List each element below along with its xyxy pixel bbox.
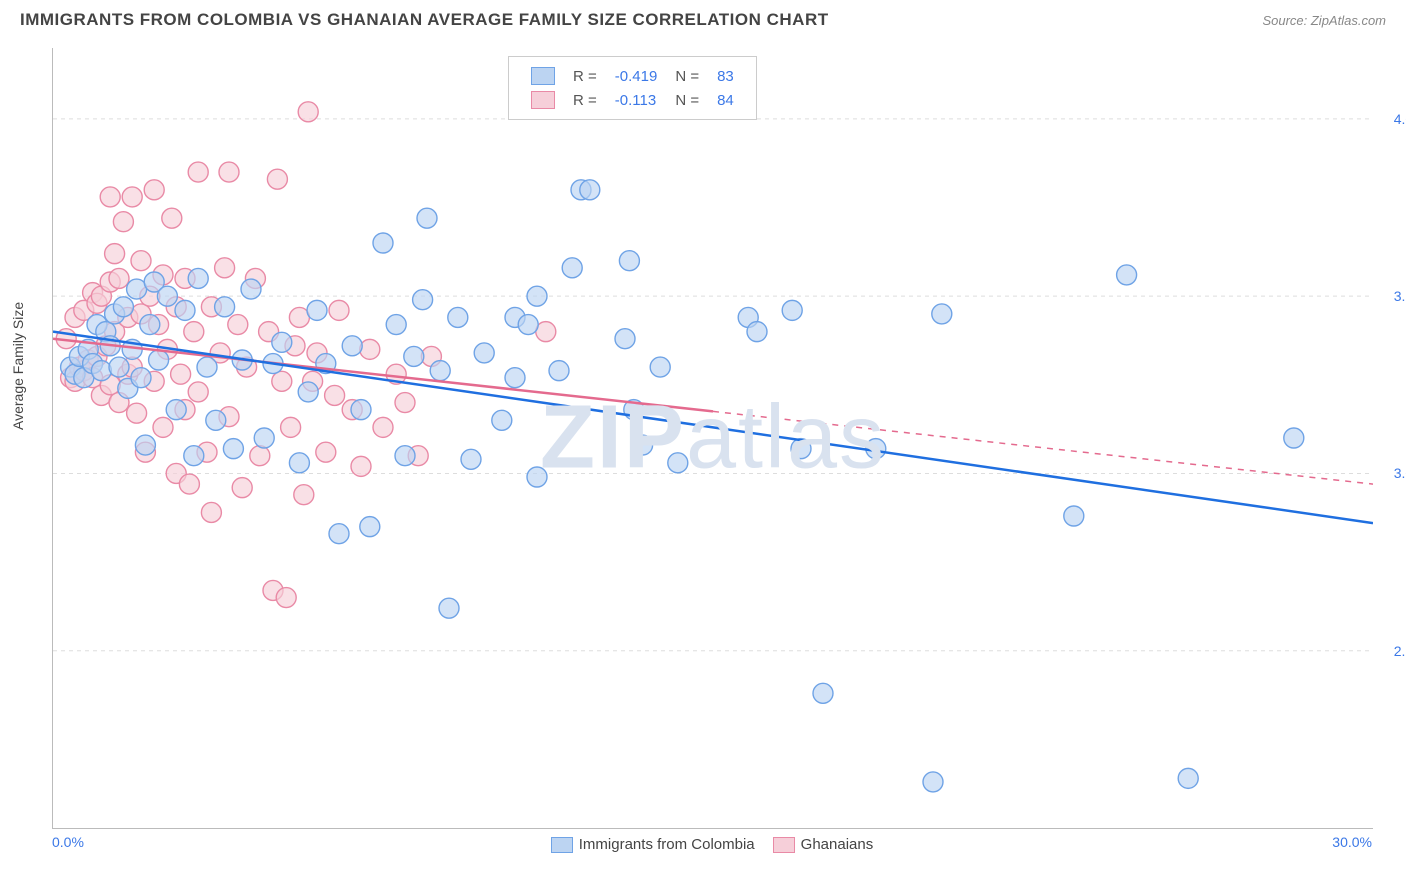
series-legend: Immigrants from Colombia Ghanaians (0, 836, 1406, 853)
y-tick-label: 4.00 (1394, 111, 1406, 127)
legend-r-label: R = (565, 89, 605, 111)
legend-r-label: R = (565, 65, 605, 87)
correlation-legend: R =-0.419N =83R = -0.113N =84 (508, 56, 757, 120)
plot-area: ZIPatlas R =-0.419N =83R = -0.113N =84 2… (52, 48, 1373, 829)
legend-n-value: 83 (709, 65, 742, 87)
chart-container: IMMIGRANTS FROM COLOMBIA VS GHANAIAN AVE… (0, 0, 1406, 892)
y-tick-label: 3.00 (1394, 465, 1406, 481)
legend-n-value: 84 (709, 89, 742, 111)
y-axis-label: Average Family Size (10, 302, 26, 430)
chart-title: IMMIGRANTS FROM COLOMBIA VS GHANAIAN AVE… (20, 10, 829, 30)
series-label: Ghanaians (801, 836, 874, 853)
y-tick-label: 2.50 (1394, 643, 1406, 659)
series-swatch (551, 837, 573, 853)
legend-swatch (531, 67, 555, 85)
legend-r-value: -0.419 (607, 65, 666, 87)
scatter-svg (53, 48, 1373, 828)
legend-row: R =-0.419N =83 (523, 65, 742, 87)
source-label: Source: ZipAtlas.com (1262, 13, 1386, 28)
legend-n-label: N = (667, 65, 707, 87)
y-tick-label: 3.50 (1394, 288, 1406, 304)
header: IMMIGRANTS FROM COLOMBIA VS GHANAIAN AVE… (0, 0, 1406, 34)
series-label: Immigrants from Colombia (579, 836, 755, 853)
legend-r-value: -0.113 (607, 89, 666, 111)
legend-swatch (531, 91, 555, 109)
legend-row: R = -0.113N =84 (523, 89, 742, 111)
legend-n-label: N = (667, 89, 707, 111)
series-swatch (773, 837, 795, 853)
correlation-legend-table: R =-0.419N =83R = -0.113N =84 (521, 63, 744, 113)
